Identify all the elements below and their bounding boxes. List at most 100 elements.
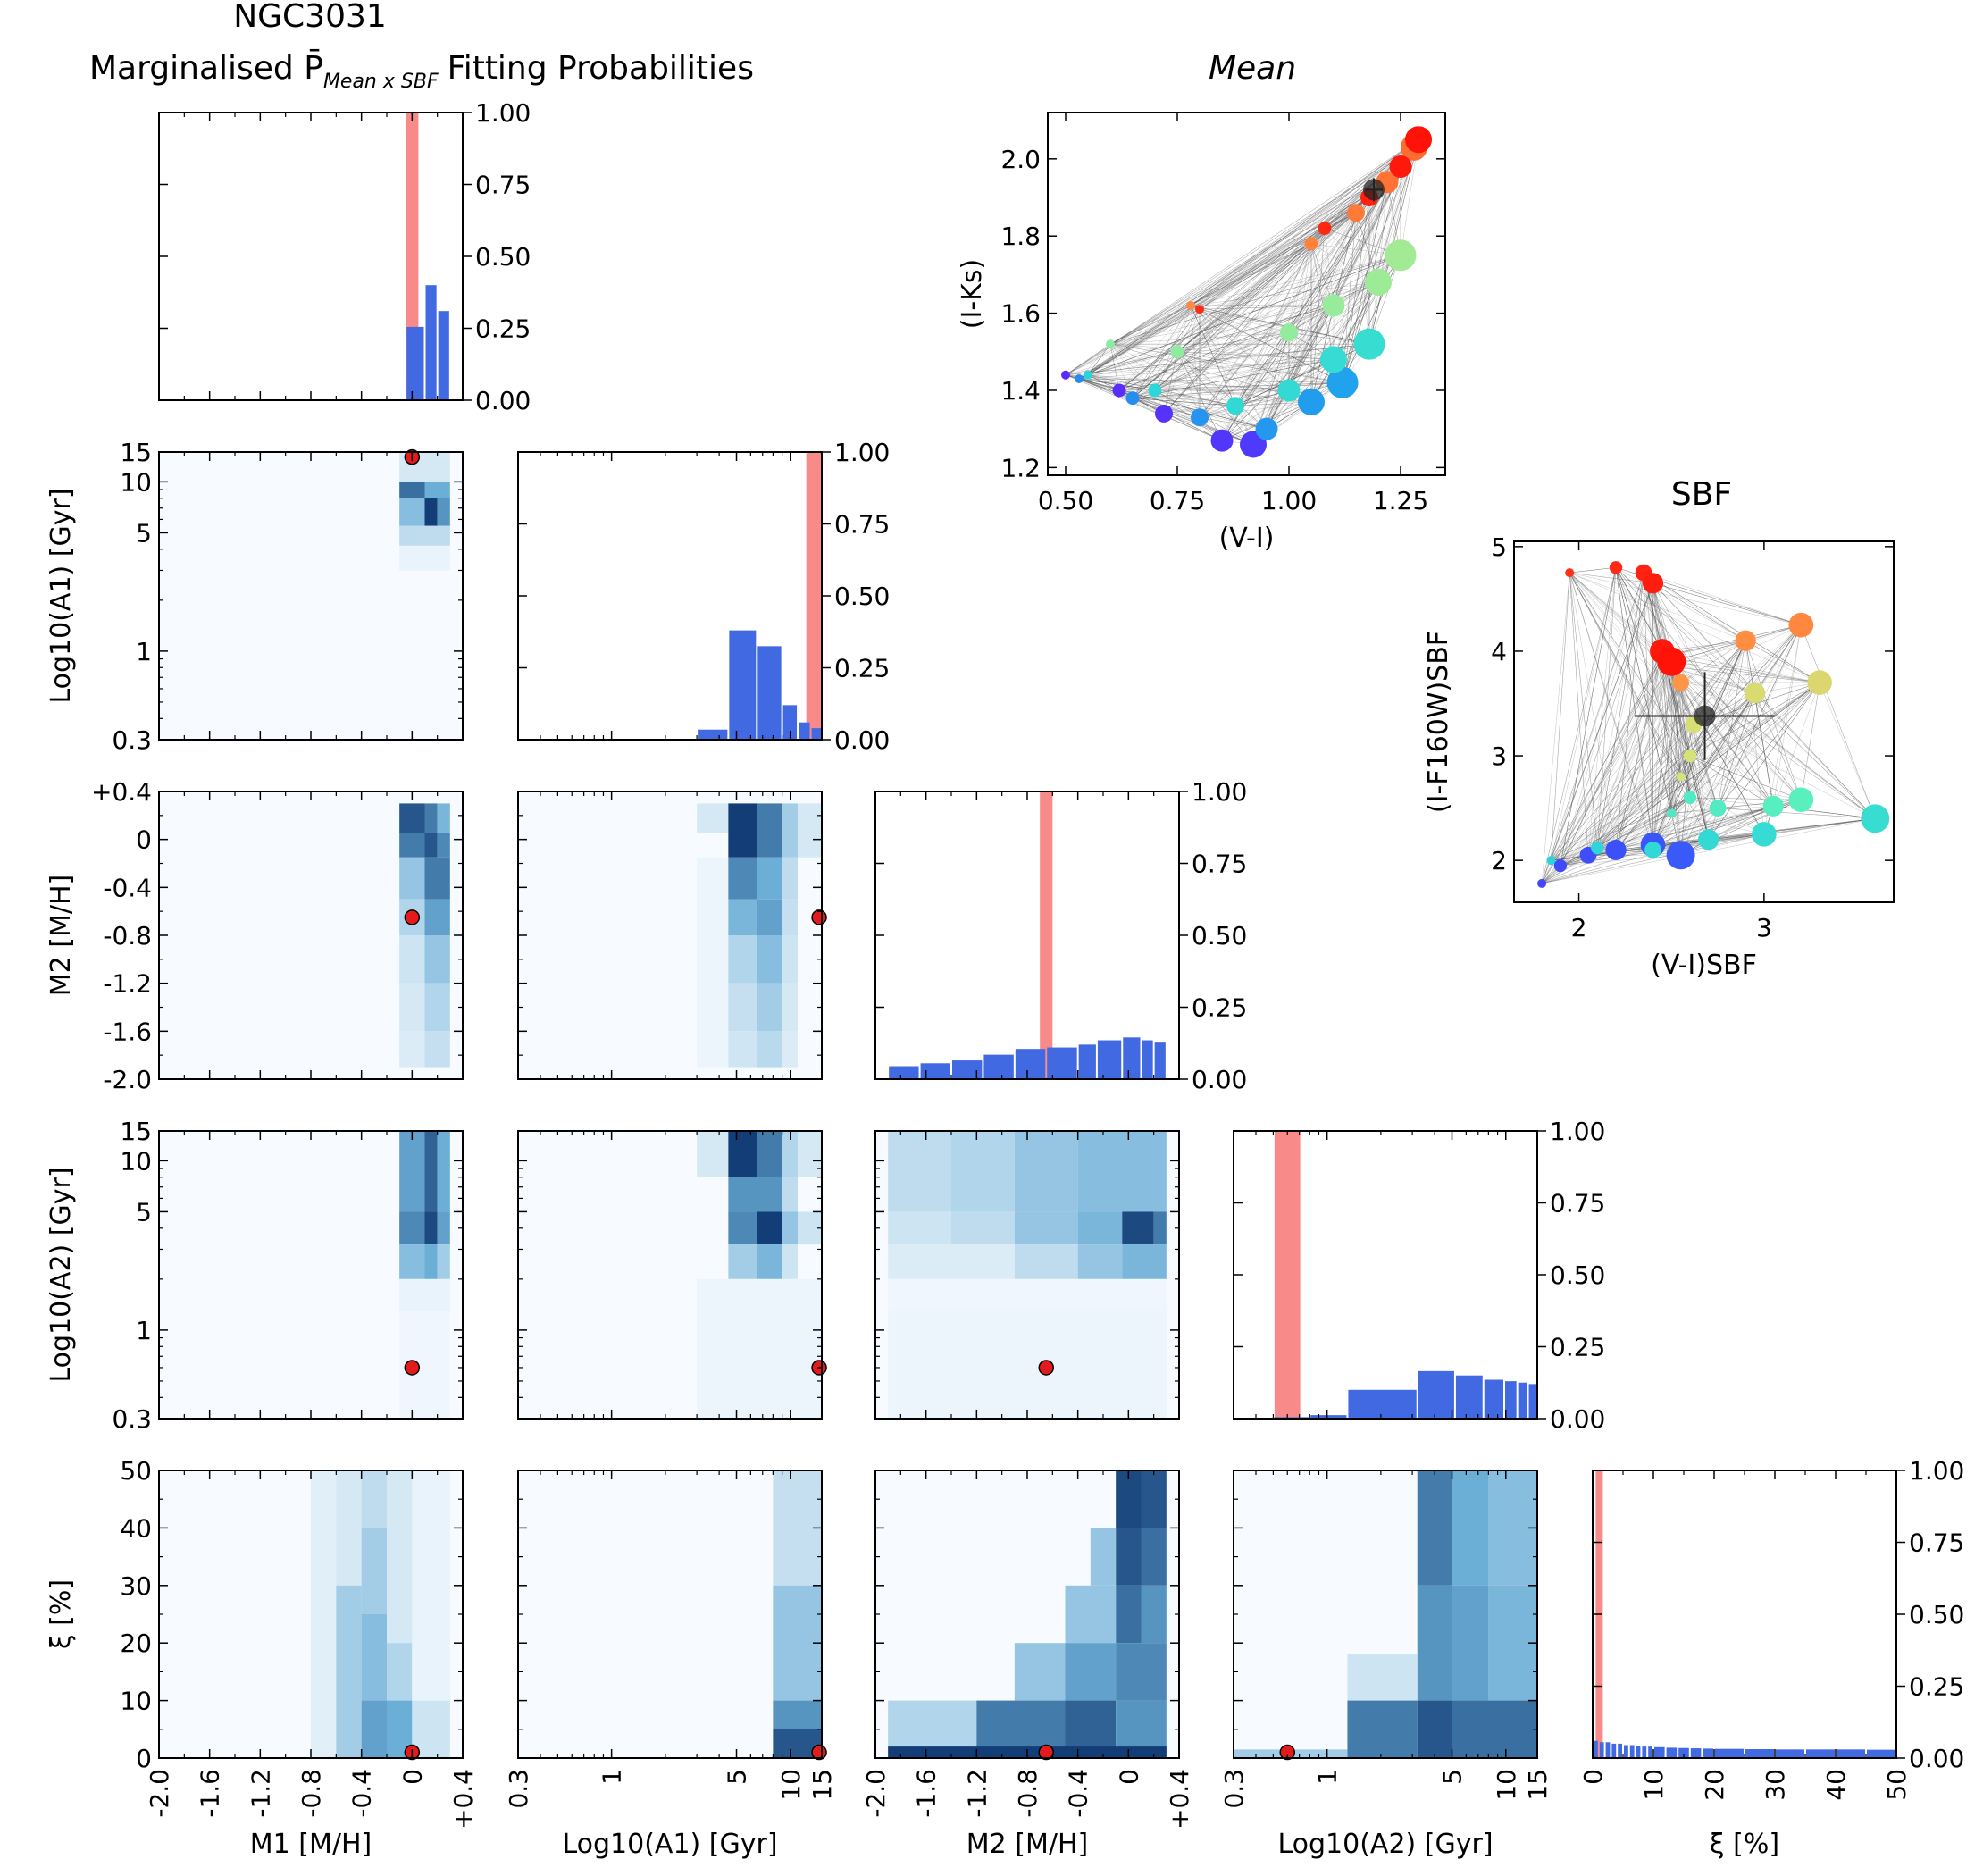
y-axis-label: (I-Ks) [957,259,988,329]
model-track [1078,147,1415,380]
x-tick-label: +0.4 [448,1769,478,1830]
model-track [1597,755,1691,849]
model-point [1298,388,1325,415]
model-track [1342,255,1401,383]
model-track [1087,181,1388,375]
model-track [1615,813,1672,850]
heatmap-cell [1417,1470,1452,1586]
y-axis-label: (I-F160W)SBF [1423,631,1454,813]
model-track [1541,582,1653,884]
model-track [1118,351,1178,391]
y-tick-label: 1.4 [1000,376,1041,406]
model-point [1666,841,1695,870]
best-fit-marker [1038,1360,1054,1376]
histogram-bar [952,1060,983,1079]
model-track [1310,281,1379,403]
x-tick-label: 0 [397,1769,427,1785]
model-track [1569,573,1653,845]
model-track [1680,682,1802,800]
model-track [1541,850,1617,884]
model-point [1191,408,1209,427]
model-point [1186,300,1195,310]
model-point [1537,878,1547,888]
model-track [1288,281,1379,391]
model-track [1615,650,1663,850]
model-track [1199,389,1290,418]
model-track [1560,850,1653,867]
model-track [1597,656,1663,849]
y-tick-label: 10 [120,1687,152,1716]
model-track [1597,682,1820,849]
model-track [1615,573,1644,850]
heatmap-cell [1347,1700,1418,1758]
model-track [1615,813,1672,850]
histogram-bar [1348,1389,1417,1419]
model-track [1569,573,1653,850]
model-track [1342,197,1370,383]
model-track [1065,309,1201,375]
model-track [1569,572,1653,584]
model-track [1541,573,1570,884]
model-track [1717,682,1820,808]
model-track [1615,567,1681,777]
model-track [1652,666,1672,845]
heatmap-cell [1116,1585,1142,1644]
model-track [1118,389,1236,406]
model-track [1163,181,1388,415]
heatmap-a1-a2 [517,1130,827,1420]
model-track [1109,343,1343,383]
model-track [1754,692,1876,819]
model-track [1154,213,1357,391]
model-track [1190,305,1370,345]
x-tick-label: -1.2 [246,1769,275,1818]
heatmap-cell [437,1177,450,1212]
model-track [1670,641,1746,814]
heatmap-cell [437,1131,450,1177]
model-track [1154,213,1357,391]
model-track [1597,573,1644,849]
model-track [1597,624,1802,849]
y-tick-label: 0.50 [1192,921,1247,951]
model-track [1087,305,1335,375]
model-track [1689,682,1820,757]
model-track [1190,255,1401,306]
model-track [1745,641,1802,800]
model-track [1190,139,1419,306]
y-tick-label: 0 [136,825,152,855]
model-track [1132,351,1178,398]
model-point [1642,573,1664,594]
x-tick-label: 5 [1438,1769,1468,1785]
model-track [1597,682,1820,849]
heatmap-cell [757,857,782,900]
model-track [1065,351,1178,375]
model-track [1087,359,1335,375]
model-track [1587,682,1820,856]
heatmap-cell [757,983,782,1032]
heatmap-cell [336,1470,362,1586]
y-tick-label: 1 [136,637,152,666]
model-track [1689,641,1746,757]
histogram-bar [1703,1748,1713,1758]
heatmap-cell [399,1244,425,1279]
model-track [1708,806,1774,840]
model-track [1132,359,1335,398]
model-track [1132,398,1236,406]
model-track [1652,582,1802,625]
heatmap-cell [424,935,450,984]
model-point [1762,795,1784,817]
x-tick-label: 5 [723,1769,752,1785]
model-point [1075,374,1084,384]
model-track [1541,567,1617,884]
model-track [1560,582,1653,867]
model-track [1689,797,1774,807]
heatmap-cell [424,857,450,900]
heatmap-cell [399,525,450,546]
model-track [1569,573,1598,849]
axes-frame [1513,540,1895,903]
model-track [1132,398,1236,406]
model-track [1199,382,1343,418]
model-track [1221,197,1370,441]
x-tick-label: 0 [1578,1769,1608,1785]
model-track [1693,724,1774,807]
model-track [1718,799,1802,808]
